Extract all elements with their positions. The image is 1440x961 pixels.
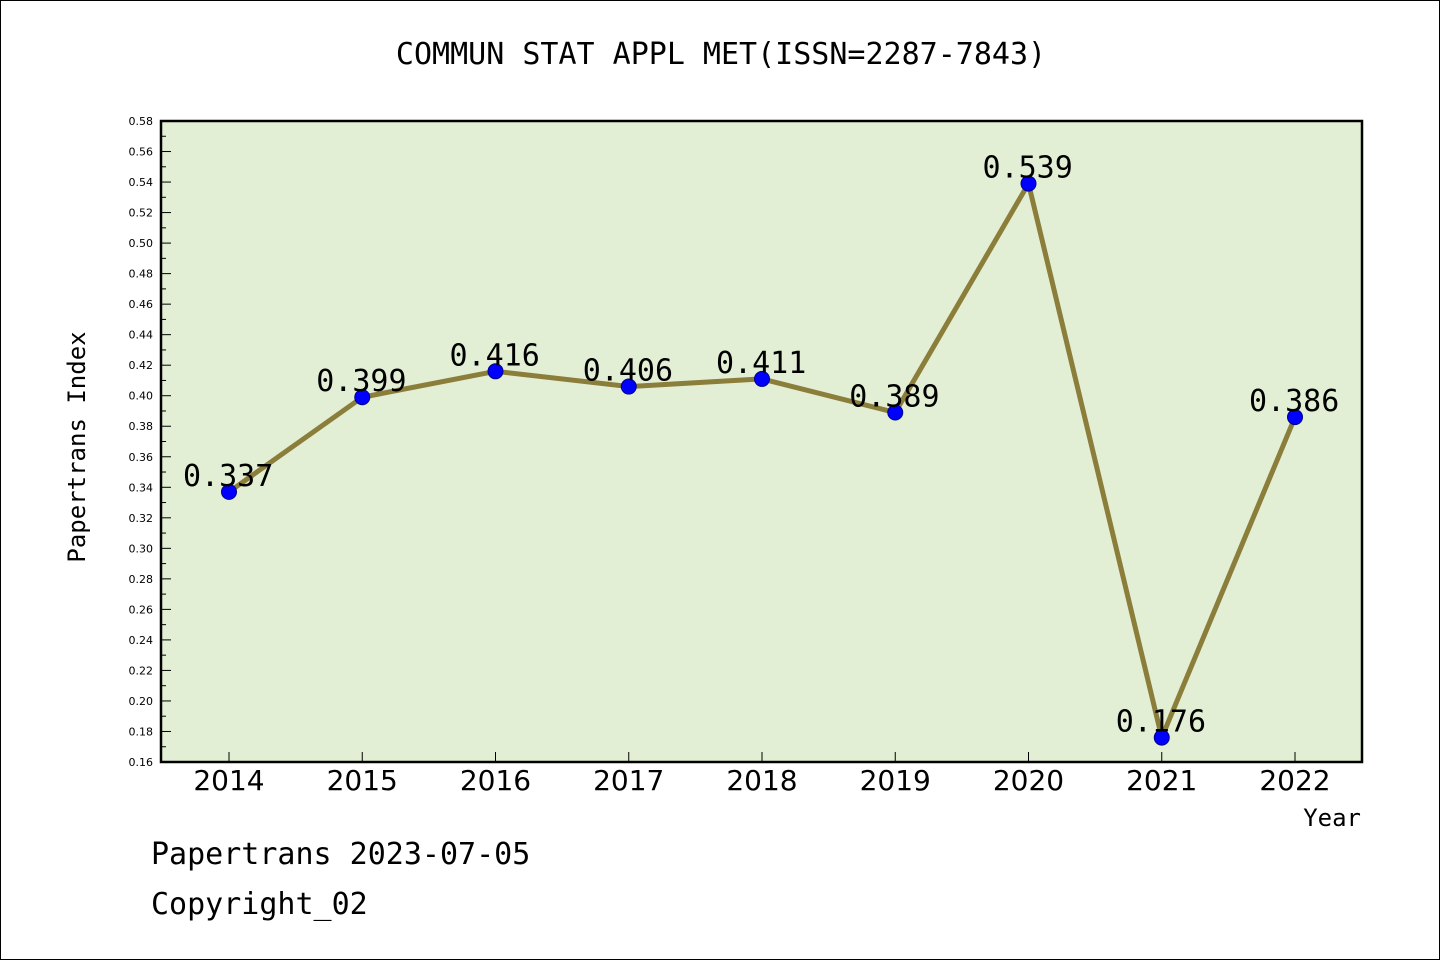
y-tick-label: 0.46 [129, 298, 154, 311]
y-tick-label: 0.26 [129, 603, 154, 616]
y-tick-label: 0.48 [129, 268, 154, 281]
data-point [354, 389, 371, 406]
footer-copyright: Copyright_02 [151, 887, 368, 922]
y-tick-label: 0.56 [129, 146, 154, 159]
x-axis-label: Year [1303, 804, 1361, 832]
data-point [221, 483, 237, 500]
x-tick-label: 2021 [1126, 764, 1197, 797]
x-tick-label: 2018 [726, 764, 797, 797]
data-point [887, 404, 904, 421]
y-tick-label: 0.24 [129, 634, 154, 647]
data-label: 0.337 [183, 459, 273, 494]
data-label: 0.406 [583, 354, 673, 389]
chart-title: COMMUN STAT APPL MET(ISSN=2287-7843) [395, 37, 1047, 72]
y-tick-label: 0.20 [129, 695, 154, 708]
y-tick-label: 0.42 [129, 359, 154, 372]
data-point [1287, 409, 1303, 426]
y-tick-label: 0.58 [129, 115, 154, 128]
y-tick-label: 0.50 [129, 237, 154, 250]
y-tick-label: 0.28 [129, 573, 154, 586]
y-tick-label: 0.16 [129, 756, 154, 769]
x-tick-label: 2014 [193, 764, 264, 797]
data-point [487, 363, 504, 380]
x-tick-label: 2022 [1259, 764, 1330, 797]
y-tick-label: 0.54 [129, 176, 154, 189]
plot-frame [159, 119, 1364, 764]
data-point [1153, 729, 1170, 746]
footer-date: Papertrans 2023-07-05 [151, 837, 531, 872]
data-label: 0.539 [983, 151, 1073, 186]
data-label: 0.399 [316, 364, 406, 399]
x-tick-label: 2020 [993, 764, 1064, 797]
y-tick-label: 0.36 [129, 451, 154, 464]
y-tick-label: 0.22 [129, 664, 154, 677]
y-axis-label: Papertrans Index [63, 331, 91, 562]
data-point [754, 370, 770, 387]
data-point [1020, 175, 1037, 192]
y-tick-label: 0.44 [129, 329, 154, 342]
y-tick-label: 0.34 [129, 481, 154, 494]
y-tick-label: 0.40 [129, 390, 154, 403]
y-tick-label: 0.52 [129, 207, 154, 220]
y-tick-label: 0.38 [129, 420, 154, 433]
data-label: 0.389 [849, 380, 939, 415]
y-tick-label: 0.30 [129, 542, 154, 555]
y-tick-label: 0.18 [129, 725, 154, 738]
data-label: 0.176 [1116, 705, 1206, 740]
plot-area [161, 121, 1362, 762]
data-point [620, 378, 637, 395]
x-tick-label: 2016 [460, 764, 531, 797]
y-tick-label: 0.32 [129, 512, 154, 525]
x-tick-label: 2019 [860, 764, 931, 797]
x-tick-label: 2017 [593, 764, 664, 797]
data-label: 0.416 [450, 338, 540, 373]
data-label: 0.386 [1249, 384, 1339, 419]
x-tick-label: 2015 [327, 764, 398, 797]
data-label: 0.411 [716, 346, 806, 381]
